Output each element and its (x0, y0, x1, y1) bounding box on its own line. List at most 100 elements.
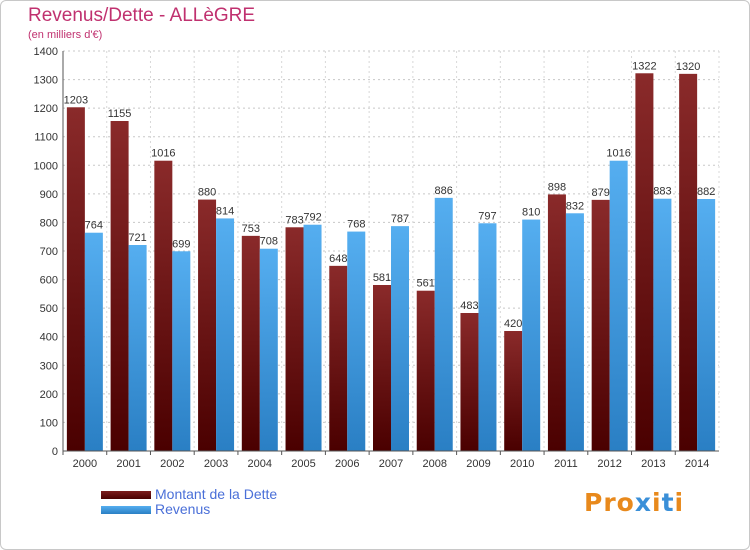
bar-revenue (478, 223, 497, 451)
axes: 0 100 200 300 400 500 600 700 800 900 1000 1100 1200… (34, 46, 719, 470)
y-tick-label: 1300 (34, 75, 58, 87)
bar-revenue (172, 251, 191, 451)
x-tick-label: 2011 (554, 458, 578, 470)
x-tick-label: 2003 (204, 458, 228, 470)
legend-label-revenue: Revenus (155, 501, 211, 517)
bar-debt (110, 121, 129, 451)
bar-revenue (565, 213, 584, 451)
data-label-debt: 581 (373, 272, 391, 284)
data-label-debt: 1155 (108, 108, 132, 120)
bar-debt (373, 285, 391, 451)
data-label-debt: 783 (285, 214, 303, 226)
data-label-debt: 648 (329, 253, 347, 265)
bar-debt (416, 290, 435, 451)
bar-revenue (84, 232, 103, 451)
x-tick-label: 2001 (116, 458, 140, 470)
legend-item-revenue: Revenus (101, 502, 277, 517)
data-label-debt: 898 (548, 181, 566, 193)
data-label-revenue: 797 (478, 210, 496, 222)
data-label-revenue: 814 (216, 205, 234, 217)
bar-debt (679, 73, 698, 451)
data-label-revenue: 699 (172, 238, 190, 250)
data-label-debt: 880 (198, 187, 216, 199)
bar-revenue (347, 231, 366, 451)
bar-debt (547, 194, 566, 451)
logo-letter: i (674, 488, 685, 517)
x-tick-label: 2012 (597, 458, 621, 470)
x-tick-label: 2014 (685, 458, 709, 470)
data-label-revenue: 768 (347, 219, 365, 231)
logo-letter: o (616, 488, 635, 517)
x-tick-label: 2000 (73, 458, 97, 470)
data-label-debt: 420 (504, 318, 522, 330)
bar-revenue (697, 199, 716, 451)
data-label-revenue: 764 (85, 220, 103, 232)
logo-letter: i (652, 488, 662, 517)
bar-debt (285, 227, 304, 451)
bar-revenue (609, 160, 628, 451)
data-label-debt: 483 (460, 300, 478, 312)
logo-letter: t (661, 488, 675, 517)
data-label-debt: 753 (242, 223, 260, 235)
y-tick-label: 1400 (34, 46, 58, 58)
data-label-revenue: 810 (522, 207, 540, 219)
proxiti-logo: Proxiti (584, 488, 684, 517)
bar-debt (198, 199, 217, 451)
y-tick-label: 1200 (34, 103, 58, 115)
data-label-debt: 1322 (632, 60, 656, 72)
data-label-debt: 879 (591, 187, 609, 199)
y-tick-label: 0 (52, 446, 58, 458)
bar-debt (591, 199, 610, 451)
legend-swatch-debt (101, 491, 151, 500)
logo-letter: x (634, 488, 652, 517)
legend-swatch-revenue (101, 506, 151, 515)
y-tick-label: 100 (40, 417, 58, 429)
data-label-revenue: 882 (697, 186, 715, 198)
y-tick-label: 400 (40, 332, 58, 344)
y-tick-label: 800 (40, 217, 58, 229)
x-tick-label: 2002 (160, 458, 184, 470)
bar-debt (154, 160, 173, 451)
x-tick-label: 2006 (335, 458, 359, 470)
logo-letter: P (584, 488, 604, 517)
legend-item-debt: Montant de la Dette (101, 487, 277, 502)
x-tick-label: 2008 (422, 458, 446, 470)
legend: Montant de la Dette Revenus (101, 487, 277, 517)
y-tick-label: 900 (40, 189, 58, 201)
data-label-revenue: 721 (128, 232, 146, 244)
y-tick-label: 600 (40, 275, 58, 287)
data-label-revenue: 1016 (606, 148, 630, 160)
bar-revenue (434, 197, 453, 451)
bar-debt (329, 265, 348, 451)
bar-debt (66, 107, 85, 452)
x-tick-label: 2007 (379, 458, 403, 470)
x-tick-label: 2004 (248, 458, 272, 470)
bar-revenue (303, 224, 322, 451)
legend-label-debt: Montant de la Dette (155, 486, 278, 502)
data-label-revenue: 883 (653, 186, 671, 198)
bar-revenue (216, 218, 235, 451)
x-tick-label: 2010 (510, 458, 534, 470)
bars (66, 73, 716, 452)
x-tick-label: 2009 (466, 458, 490, 470)
y-tick-label: 500 (40, 303, 58, 315)
data-label-debt: 1320 (676, 61, 700, 73)
data-label-revenue: 832 (566, 200, 584, 212)
chart-subtitle: (en milliers d'€) (28, 29, 103, 41)
logo-letter: r (603, 488, 617, 517)
y-tick-label: 1100 (34, 132, 58, 144)
chart-title: Revenus/Dette - ALLèGRE (28, 5, 256, 26)
bar-debt (460, 313, 479, 451)
bar-revenue (653, 198, 672, 451)
y-tick-label: 1000 (34, 160, 58, 172)
data-label-debt: 561 (417, 278, 435, 290)
bar-revenue (522, 219, 541, 451)
bar-debt (635, 73, 654, 452)
bar-revenue (259, 248, 278, 451)
data-label-revenue: 708 (260, 236, 278, 248)
y-tick-label: 700 (40, 246, 58, 258)
bar-debt (241, 235, 260, 451)
